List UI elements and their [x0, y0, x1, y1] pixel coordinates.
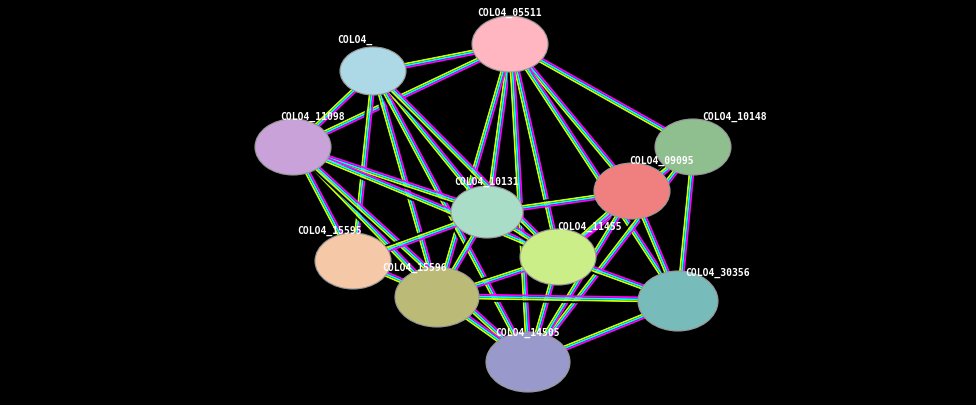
Ellipse shape — [340, 48, 406, 96]
Ellipse shape — [395, 267, 479, 327]
Text: COLO4_: COLO4_ — [338, 35, 373, 45]
Text: COLO4_30356: COLO4_30356 — [686, 267, 751, 277]
Text: COLO4_11098: COLO4_11098 — [281, 111, 346, 122]
Ellipse shape — [594, 164, 670, 220]
Text: COLO4_15595: COLO4_15595 — [298, 225, 362, 235]
Text: COLO4_11455: COLO4_11455 — [557, 221, 623, 231]
Text: COLO4_15596: COLO4_15596 — [383, 262, 447, 272]
Ellipse shape — [255, 120, 331, 175]
Ellipse shape — [520, 230, 596, 285]
Ellipse shape — [655, 120, 731, 175]
Ellipse shape — [315, 233, 391, 289]
Ellipse shape — [486, 332, 570, 392]
Text: COLO4_09095: COLO4_09095 — [630, 156, 694, 166]
Text: COLO4_05511: COLO4_05511 — [477, 8, 543, 18]
Ellipse shape — [472, 17, 548, 73]
Ellipse shape — [638, 271, 718, 331]
Text: COLO4_14505: COLO4_14505 — [496, 327, 560, 337]
Text: COLO4_10131: COLO4_10131 — [455, 176, 519, 187]
Ellipse shape — [451, 187, 523, 239]
Text: COLO4_10148: COLO4_10148 — [703, 111, 767, 122]
